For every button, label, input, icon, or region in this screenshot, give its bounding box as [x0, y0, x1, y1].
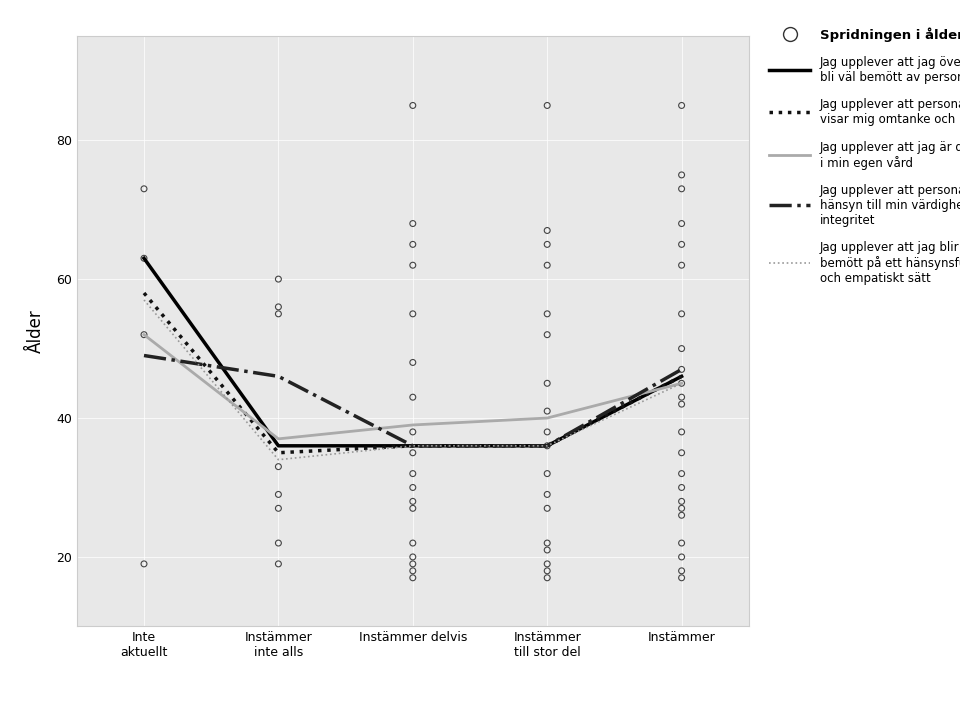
Point	[405, 468, 420, 480]
Point	[674, 482, 689, 493]
Point	[674, 537, 689, 549]
Legend: Spridningen i ålder, Jag upplever att jag överlag
bli väl bemött av personalen, : Spridningen i ålder, Jag upplever att ja…	[769, 27, 960, 285]
Point	[271, 274, 286, 285]
Point	[405, 308, 420, 320]
Point	[405, 572, 420, 583]
Point	[674, 364, 689, 375]
Point	[271, 301, 286, 312]
Point	[271, 537, 286, 549]
Point	[674, 377, 689, 389]
Point	[674, 552, 689, 563]
Point	[540, 238, 555, 250]
Point	[136, 558, 152, 570]
Point	[540, 440, 555, 451]
Point	[271, 461, 286, 472]
Point	[540, 572, 555, 583]
Point	[405, 238, 420, 250]
Point	[674, 259, 689, 271]
Point	[271, 308, 286, 320]
Point	[540, 308, 555, 320]
Point	[674, 572, 689, 583]
Point	[405, 503, 420, 514]
Point	[674, 343, 689, 354]
Point	[674, 510, 689, 521]
Point	[540, 503, 555, 514]
Point	[405, 392, 420, 403]
Point	[271, 558, 286, 570]
Point	[674, 503, 689, 514]
Point	[674, 99, 689, 111]
Point	[540, 426, 555, 438]
Point	[674, 495, 689, 507]
Point	[405, 426, 420, 438]
Point	[405, 447, 420, 459]
Y-axis label: Ålder: Ålder	[27, 310, 45, 353]
Point	[674, 183, 689, 194]
Point	[540, 565, 555, 577]
Point	[405, 217, 420, 229]
Point	[674, 426, 689, 438]
Point	[674, 398, 689, 410]
Point	[540, 99, 555, 111]
Point	[136, 183, 152, 194]
Point	[271, 503, 286, 514]
Point	[540, 489, 555, 500]
Point	[540, 537, 555, 549]
Point	[540, 544, 555, 556]
Point	[136, 329, 152, 341]
Point	[540, 405, 555, 417]
Point	[405, 552, 420, 563]
Point	[405, 99, 420, 111]
Point	[674, 565, 689, 577]
Point	[405, 495, 420, 507]
Point	[540, 377, 555, 389]
Point	[405, 482, 420, 493]
Point	[136, 253, 152, 264]
Point	[405, 356, 420, 368]
Point	[405, 537, 420, 549]
Point	[405, 259, 420, 271]
Point	[674, 468, 689, 480]
Point	[540, 468, 555, 480]
Point	[674, 169, 689, 181]
Point	[405, 558, 420, 570]
Point	[540, 225, 555, 236]
Point	[674, 238, 689, 250]
Point	[674, 217, 689, 229]
Point	[674, 392, 689, 403]
Point	[540, 558, 555, 570]
Point	[405, 565, 420, 577]
Point	[674, 308, 689, 320]
Point	[540, 329, 555, 341]
Point	[271, 489, 286, 500]
Point	[540, 259, 555, 271]
Point	[674, 447, 689, 459]
